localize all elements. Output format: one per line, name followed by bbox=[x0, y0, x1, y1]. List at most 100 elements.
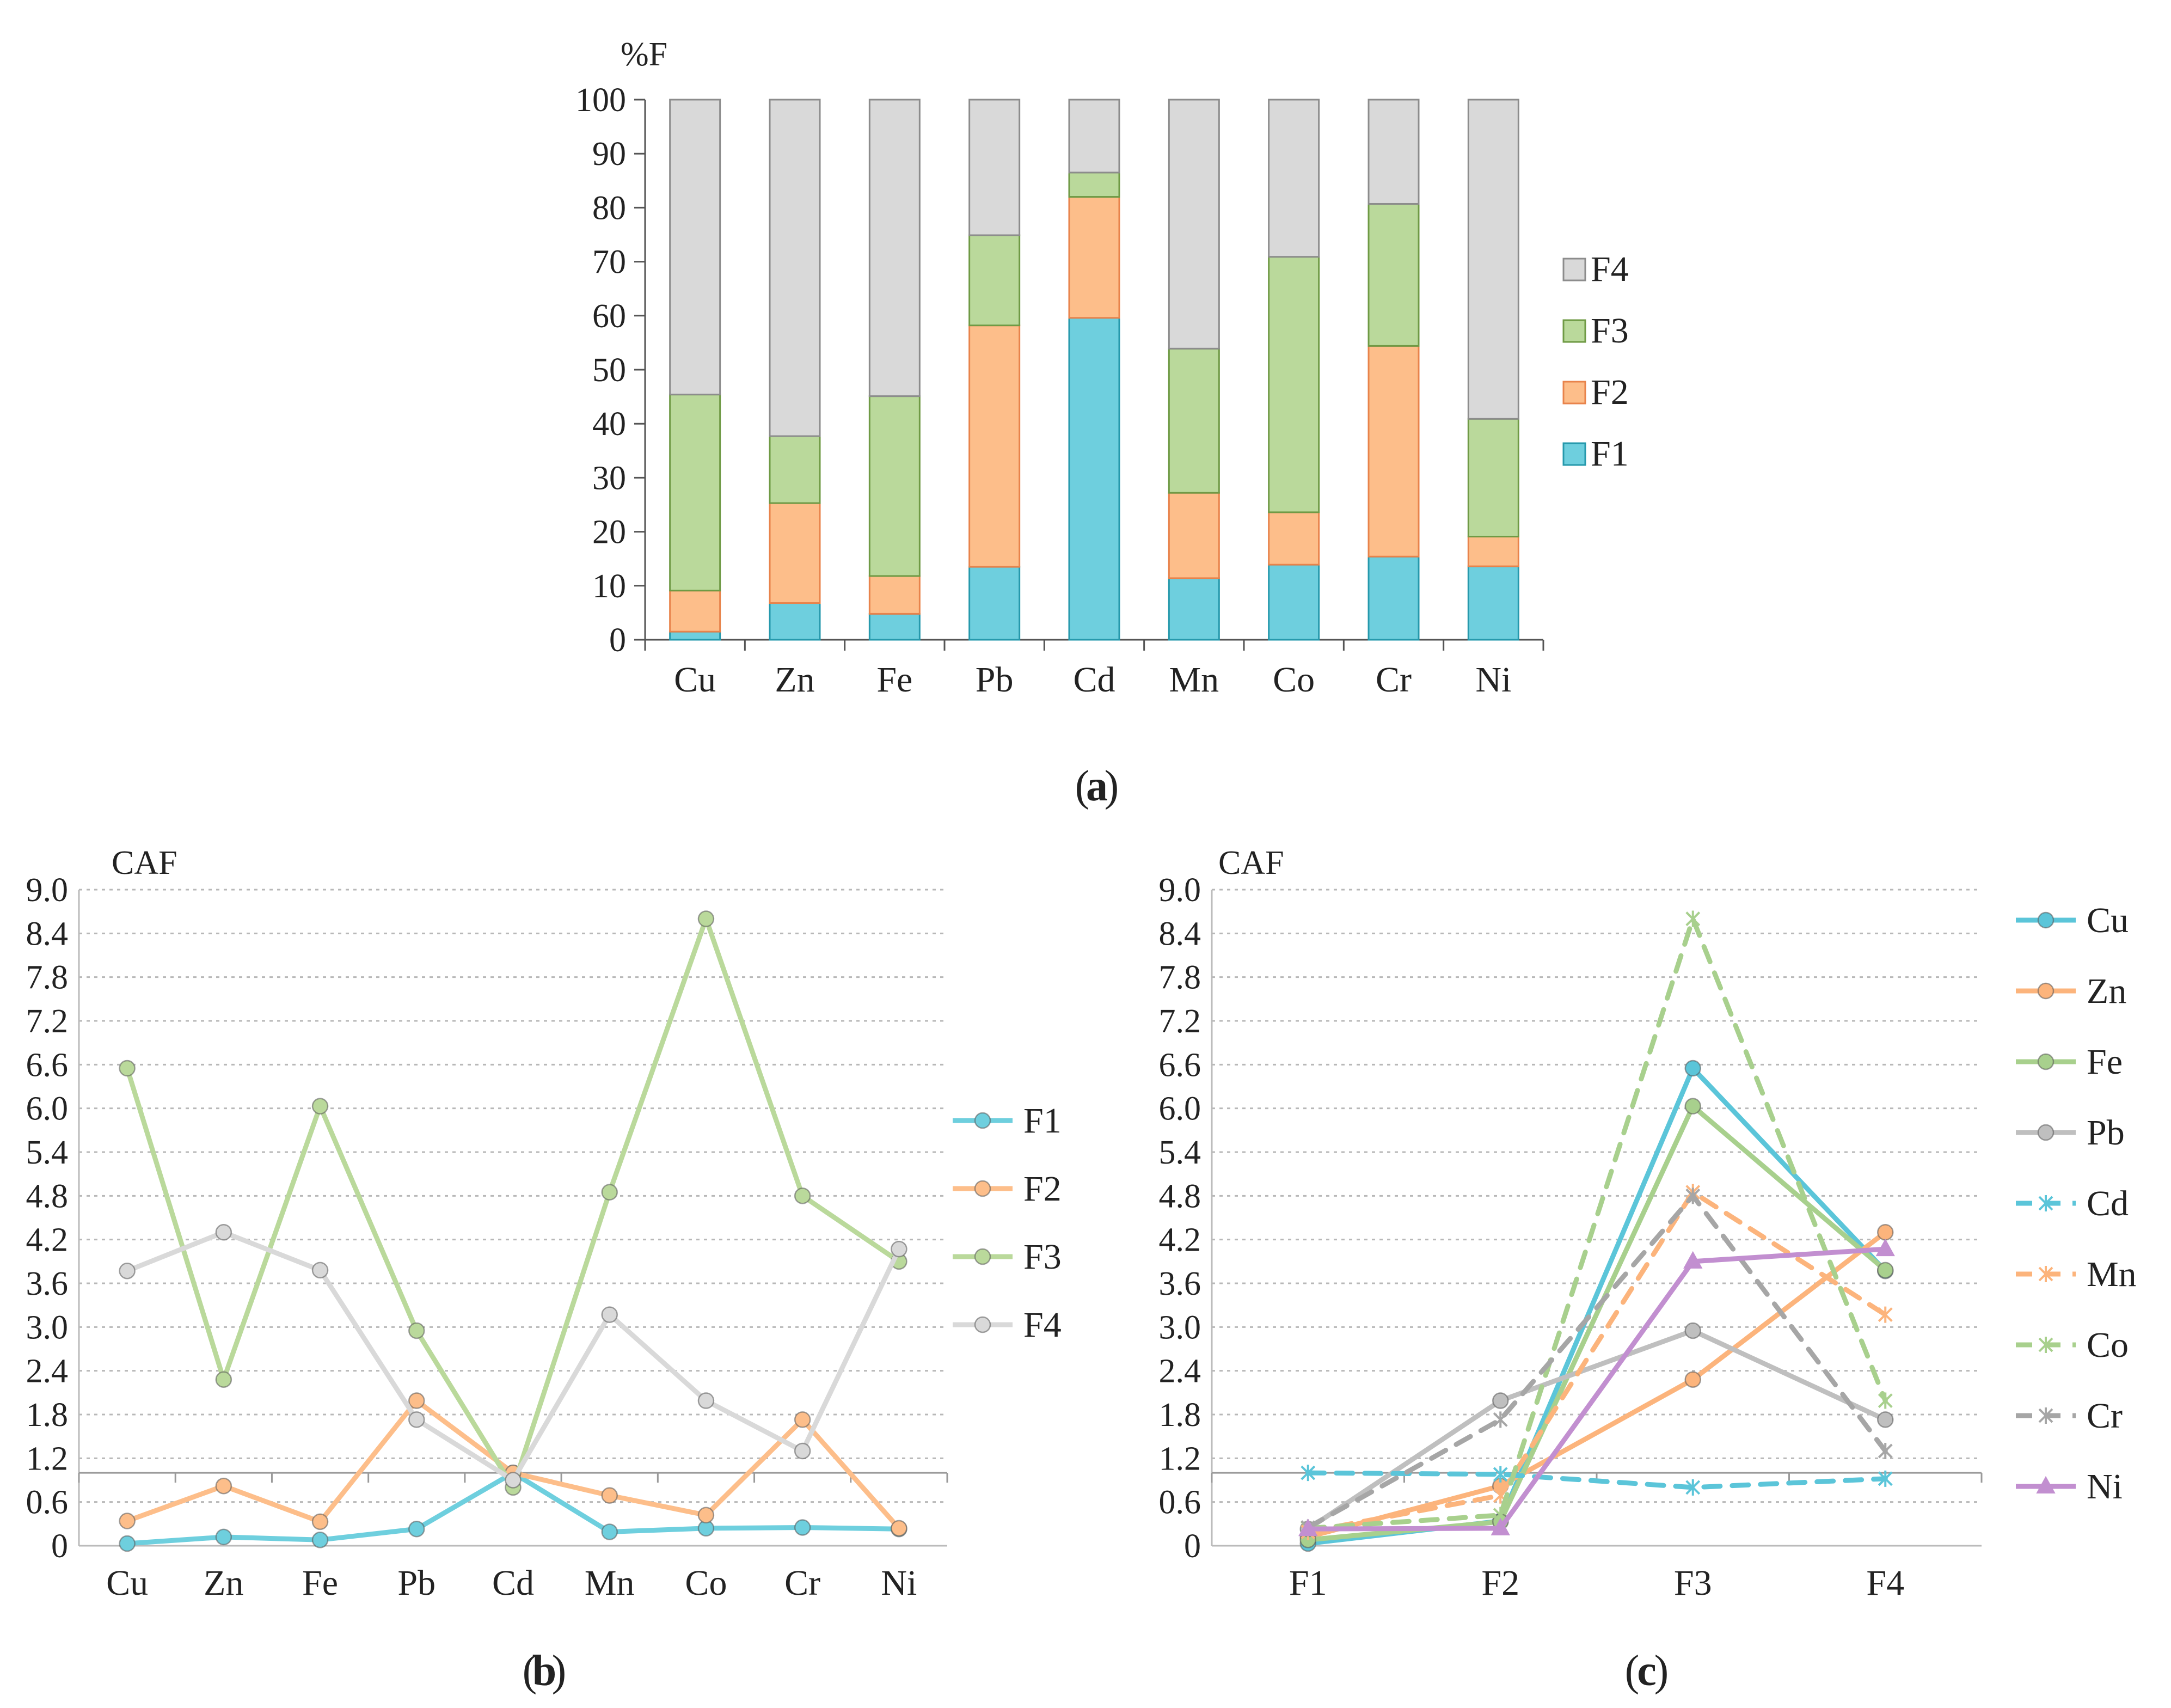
panel-c-y-tick-label: 0.6 bbox=[1159, 1484, 1201, 1521]
panel-c-point-Fe-F3 bbox=[1684, 1098, 1701, 1115]
panel-c-caption-letter: c bbox=[1637, 1647, 1657, 1695]
panel-b-y-tick-label: 4.2 bbox=[26, 1222, 69, 1259]
panel-c-y-tick-label: 6.6 bbox=[1159, 1046, 1201, 1083]
panel-c-legend-marker-Cr bbox=[2038, 1407, 2053, 1424]
panel-c-legend-label-Co: Co bbox=[2087, 1325, 2129, 1365]
panel-a-x-tick-label: Co bbox=[1273, 660, 1315, 700]
panel-c-y-tick-label: 3.0 bbox=[1159, 1309, 1201, 1346]
panel-b-y-tick-label: 4.8 bbox=[26, 1178, 69, 1215]
panel-a-x-tick-label: Cu bbox=[674, 660, 716, 700]
panel-b-x-tick-label: Co bbox=[685, 1563, 727, 1603]
panel-a-y-tick-label: 80 bbox=[592, 189, 626, 226]
panel-c-point-Cd-F3 bbox=[1685, 1479, 1701, 1496]
panel-c-series-line-Co bbox=[1305, 916, 1888, 1531]
panel-b-y-tick-label: 0 bbox=[51, 1528, 68, 1565]
panel-a-bar-Zn-F1 bbox=[769, 602, 821, 641]
panel-c-point-Cd-F4 bbox=[1878, 1470, 1893, 1487]
panel-a-bar-Pb-F3 bbox=[968, 234, 1021, 327]
panel-b-y-tick-label: 1.8 bbox=[26, 1397, 69, 1434]
panel-b-x-tick-label: Zn bbox=[204, 1563, 243, 1603]
panel-c-x-tick-label: F3 bbox=[1674, 1563, 1712, 1603]
panel-b-x-tick-label: Pb bbox=[397, 1563, 436, 1603]
panel-a-x-tick-label: Pb bbox=[976, 660, 1014, 700]
panel-b-point-F4-Co bbox=[697, 1392, 715, 1409]
panel-b-point-F4-Cr bbox=[794, 1442, 811, 1460]
panel-c-legend-marker-Ni bbox=[2036, 1476, 2056, 1493]
panel-a-y-tick-label: 60 bbox=[592, 298, 626, 335]
panel-b-caption-close: ) bbox=[552, 1647, 567, 1695]
panel-a-y-tick-label: 90 bbox=[592, 136, 626, 173]
panel-b-point-F2-Pb bbox=[408, 1392, 425, 1409]
panel-a-bar-Pb-F4 bbox=[968, 99, 1021, 236]
panel-a-y-tick-label: 100 bbox=[575, 82, 626, 119]
panel-b-legend-marker-F2 bbox=[974, 1180, 991, 1197]
panel-a-x-tick-label: Zn bbox=[775, 660, 814, 700]
panel-c-point-Cd-F1 bbox=[1301, 1465, 1316, 1482]
panel-c-legend-marker-Mn bbox=[2038, 1266, 2053, 1282]
panel-a-bar-Mn-F4 bbox=[1168, 99, 1220, 350]
panel-c-point-Pb-F3 bbox=[1684, 1322, 1701, 1339]
panel-c-series-line-Cr bbox=[1305, 1193, 1888, 1531]
panel-c-series-line-Zn bbox=[1305, 1229, 1888, 1540]
panel-a-x-tick-label: Mn bbox=[1169, 660, 1219, 700]
panel-b-point-F4-Mn bbox=[601, 1306, 618, 1323]
panel-c-caption-open: ( bbox=[1625, 1647, 1640, 1695]
panel-a-x-tick-label: Fe bbox=[876, 660, 912, 700]
panel-b-legend-marker-F1 bbox=[974, 1112, 991, 1129]
panel-b-x-tick-label: Cd bbox=[492, 1563, 534, 1603]
panel-c-point-Pb-F4 bbox=[1877, 1411, 1894, 1428]
panel-c-series-line-Ni bbox=[1305, 1246, 1888, 1532]
panel-a-caption-open: ( bbox=[1075, 762, 1090, 810]
panel-b-y-tick-label: 2.4 bbox=[26, 1353, 69, 1390]
panel-c-legend-label-Zn: Zn bbox=[2087, 971, 2126, 1011]
panel-b-x-tick-label: Mn bbox=[585, 1563, 635, 1603]
panel-a-bar-Cd-F1 bbox=[1068, 317, 1120, 641]
panel-a-y-tick-label: 50 bbox=[592, 352, 626, 389]
panel-c-legend-marker-Pb bbox=[2037, 1124, 2055, 1141]
panel-b-point-F3-Mn bbox=[601, 1184, 618, 1201]
panel-b-legend-marker-F4 bbox=[974, 1316, 991, 1333]
panel-b-legend-label-F3: F3 bbox=[1023, 1237, 1062, 1277]
panel-c-y-tick-label: 1.8 bbox=[1159, 1397, 1201, 1434]
panel-a-bar-Cu-F3 bbox=[669, 394, 721, 592]
panel-a-bar-Fe-F2 bbox=[868, 575, 921, 615]
panel-c-y-tick-label: 2.4 bbox=[1159, 1353, 1201, 1390]
panel-c-point-Ni-F4 bbox=[1875, 1238, 1895, 1257]
panel-a-bar-Fe-F3 bbox=[868, 395, 921, 577]
panel-c-y-axis-title: CAF bbox=[1218, 844, 1284, 881]
panel-c-legend-label-Cr: Cr bbox=[2087, 1396, 2123, 1436]
panel-c-legend-label-Mn: Mn bbox=[2087, 1254, 2137, 1294]
panel-a-bar-Pb-F2 bbox=[968, 325, 1021, 568]
panel-c-point-Zn-F3 bbox=[1684, 1371, 1701, 1388]
panel-a-bar-Co-F2 bbox=[1268, 511, 1320, 566]
panel-a-x-tick-label: Ni bbox=[1475, 660, 1511, 700]
panel-b-point-F3-Cr bbox=[794, 1187, 811, 1204]
panel-b-point-F3-Cu bbox=[119, 1060, 136, 1077]
panel-c-y-tick-label: 1.2 bbox=[1159, 1440, 1201, 1477]
panel-c-legend-marker-Cd bbox=[2038, 1195, 2053, 1211]
panel-a-x-tick-label: Cd bbox=[1073, 660, 1115, 700]
panel-b-series-line-F3 bbox=[125, 916, 901, 1490]
panel-c-series-line-Pb bbox=[1305, 1328, 1888, 1532]
panel-c-legend-label-Fe: Fe bbox=[2087, 1042, 2123, 1082]
panel-b-caption-letter: b bbox=[532, 1647, 557, 1695]
panel-a-y-tick-label: 30 bbox=[592, 460, 626, 497]
panel-a-bar-Mn-F1 bbox=[1168, 577, 1220, 641]
panel-b-y-tick-label: 0.6 bbox=[26, 1484, 69, 1521]
panel-a-bar-Co-F3 bbox=[1268, 256, 1320, 513]
panel-b-y-axis-title: CAF bbox=[112, 844, 177, 881]
panel-b-legend-label-F4: F4 bbox=[1023, 1305, 1062, 1345]
panel-b-y-tick-label: 7.2 bbox=[26, 1003, 69, 1040]
panel-c-y-tick-label: 8.4 bbox=[1159, 915, 1201, 952]
panel-a-y-tick-label: 20 bbox=[592, 514, 626, 551]
panel-b-point-F1-Cr bbox=[794, 1519, 811, 1536]
panel-a-bar-Zn-F4 bbox=[769, 99, 821, 437]
panel-b-series-line-F4 bbox=[125, 1229, 901, 1483]
panel-c-y-tick-label: 7.8 bbox=[1159, 959, 1201, 996]
panel-a-y-tick-label: 70 bbox=[592, 244, 626, 281]
panel-b-point-F4-Pb bbox=[408, 1411, 425, 1428]
panel-b-y-tick-label: 3.0 bbox=[26, 1309, 69, 1346]
panel-c-x-tick-label: F4 bbox=[1866, 1563, 1904, 1603]
panel-b-point-F2-Cu bbox=[119, 1513, 136, 1529]
